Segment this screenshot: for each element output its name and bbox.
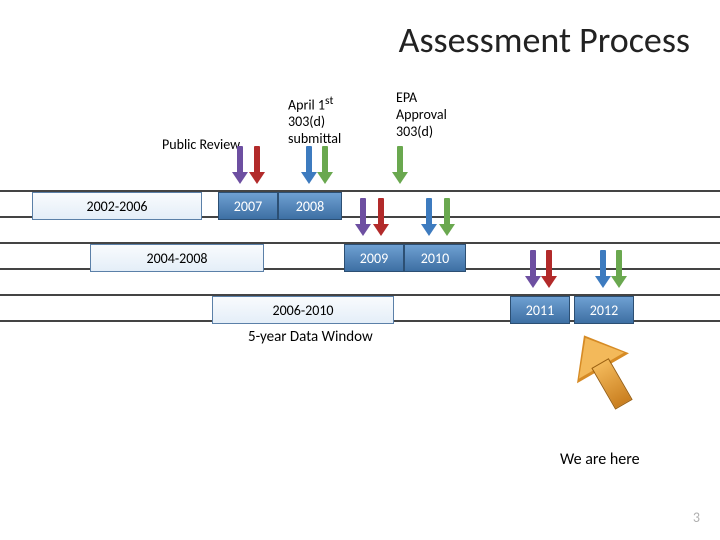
label-epa-approval: EPA Approval 303(d)	[396, 90, 447, 140]
event-arrow	[254, 146, 260, 174]
event-arrow	[546, 250, 552, 278]
event-arrow	[616, 250, 622, 278]
timeline-row: 2006-2010 20112012	[0, 294, 720, 322]
event-arrow	[237, 146, 243, 174]
event-arrow	[378, 198, 384, 226]
timeline-row: 2004-2008 20092010	[0, 242, 720, 270]
label-line: Approval	[396, 106, 447, 123]
event-arrow	[600, 250, 606, 278]
label-april-submittal: April 1st 303(d) submittal	[288, 94, 341, 148]
slide-number: 3	[693, 509, 700, 526]
year-segment: 2012	[574, 296, 634, 324]
label-line: submittal	[288, 130, 341, 147]
year-segment: 2009	[344, 244, 404, 272]
label-line: 303(d)	[396, 123, 433, 140]
data-window-segment: 2006-2010	[212, 296, 394, 324]
data-window-segment: 2004-2008	[90, 244, 264, 272]
year-segment: 2011	[510, 296, 570, 324]
caption-data-window: 5-year Data Window	[248, 328, 373, 346]
event-arrow	[426, 198, 432, 226]
label-public-review: Public Review	[162, 137, 240, 154]
event-arrow	[444, 198, 450, 226]
event-arrow	[306, 146, 312, 174]
we-are-here-arrow	[558, 320, 650, 419]
page-title: Assessment Process	[399, 18, 690, 62]
year-segment: 2008	[278, 192, 342, 220]
we-are-here-label: We are here	[560, 450, 640, 469]
label-line: EPA	[396, 89, 417, 106]
year-segment: 2007	[218, 192, 278, 220]
label-sup: st	[325, 94, 333, 108]
label-line: 303(d)	[288, 113, 325, 130]
event-arrow	[322, 146, 328, 174]
data-window-segment: 2002-2006	[32, 192, 202, 220]
event-arrow	[360, 198, 366, 226]
event-arrow	[397, 146, 403, 174]
label-line: April 1	[288, 97, 325, 114]
event-arrow	[530, 250, 536, 278]
year-segment: 2010	[404, 244, 466, 272]
